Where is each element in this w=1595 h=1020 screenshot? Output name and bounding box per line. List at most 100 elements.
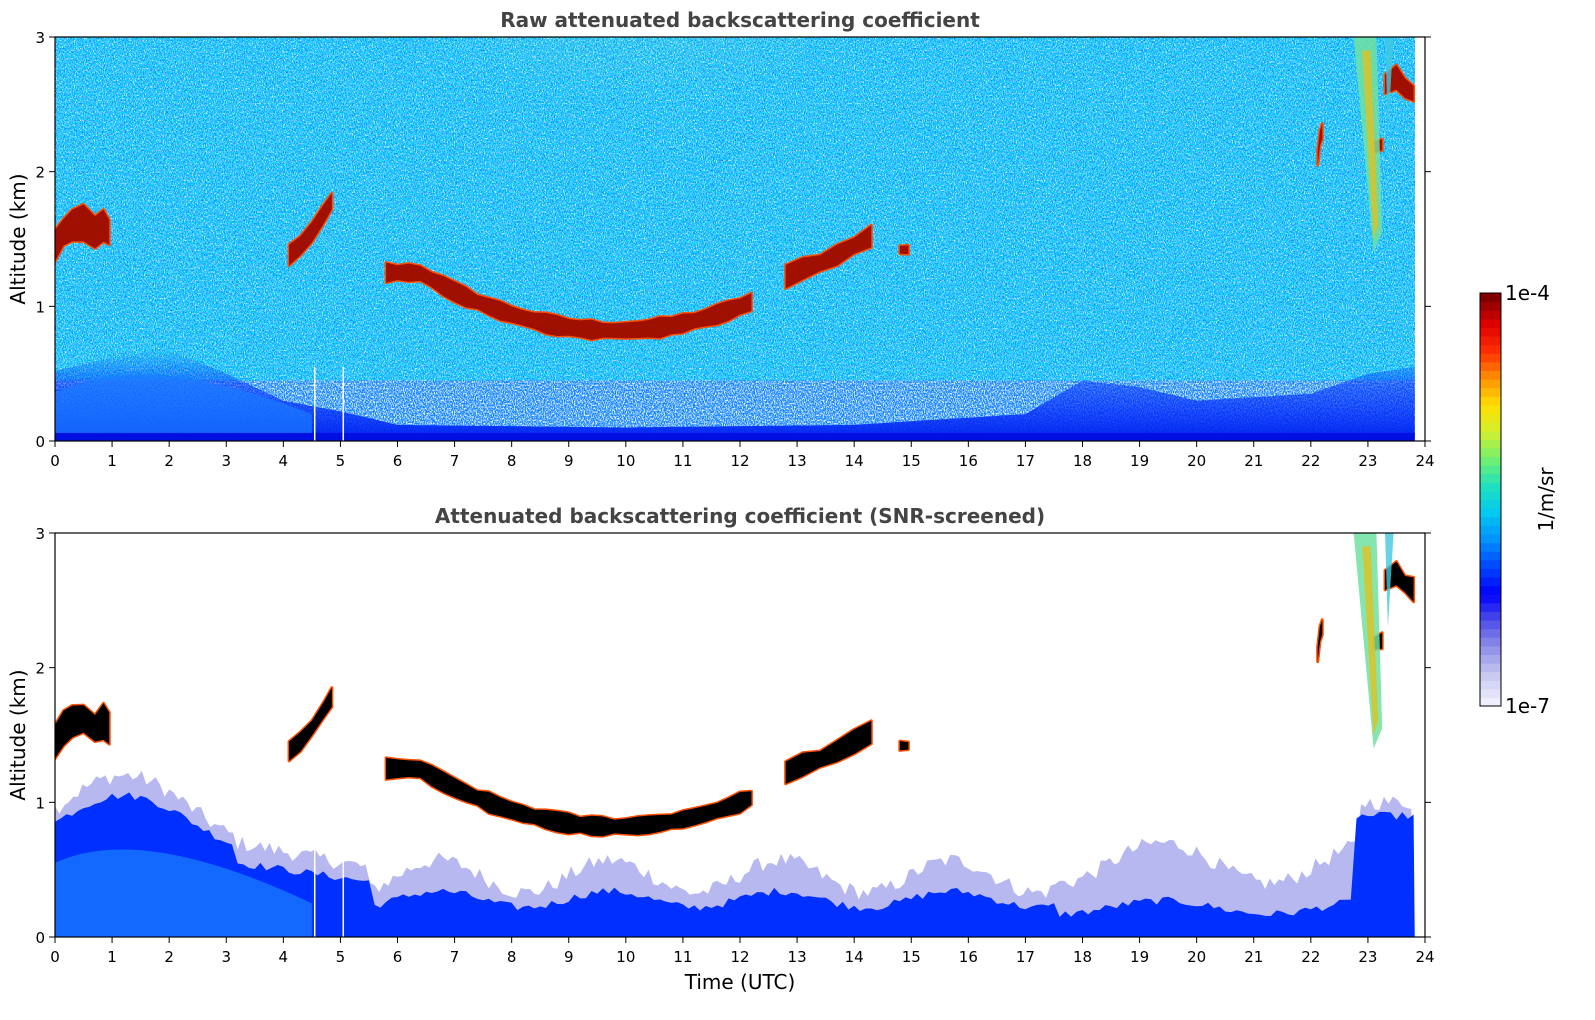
colorbar-step [1480,456,1501,466]
cloud-arch [384,756,753,838]
colorbar-step [1480,318,1501,329]
y-tick-label: 1 [35,298,45,316]
x-tick-label: 20 [1187,452,1206,470]
x-tick-label: 2 [164,452,174,470]
colorbar-step [1480,413,1501,423]
x-tick-label: 23 [1358,948,1377,966]
x-tick-label: 3 [221,948,231,966]
boundary-layer-core [55,849,312,937]
colorbar-step [1480,370,1501,380]
boundary-layer [55,349,1415,441]
colorbar-step [1480,499,1501,509]
colorbar-step [1480,654,1501,664]
x-tick-label: 17 [1016,452,1035,470]
colorbar-step [1480,447,1501,458]
x-tick-label: 22 [1301,948,1320,966]
colorbar-step [1480,559,1501,569]
cloud-late-small [1316,122,1324,167]
colorbar-max-label: 1e-4 [1505,281,1550,305]
colorbar-step [1480,379,1501,389]
colorbar-step [1480,525,1501,535]
colorbar: 1e-4 1e-7 1/m/sr [1479,281,1558,718]
x-axis-ticks-raw: 0 1 2 3 4 5 6 7 8 9 10 11 12 13 14 15 16 17 18 19 20 21 22 23 24 [50,441,1435,470]
precipitation-streak [1353,37,1394,253]
colorbar-step [1480,310,1501,320]
x-tick-label: 24 [1415,452,1434,470]
x-tick-label: 3 [221,452,231,470]
y-tick-label: 0 [35,929,45,947]
surface-band [55,432,1415,441]
colorbar-step [1480,508,1501,518]
x-tick-label: 12 [730,948,749,966]
x-tick-label: 2 [164,948,174,966]
precipitation-streak [1353,533,1394,749]
colorbar-step [1480,551,1501,561]
x-tick-label: 12 [730,452,749,470]
y-axis-ticks-screened: 0 1 2 3 [35,525,1431,947]
x-tick-label: 16 [959,452,978,470]
x-tick-label: 10 [616,452,635,470]
colorbar-step [1480,680,1501,690]
x-tick-label: 6 [393,452,403,470]
noise-yellow [397,37,855,340]
x-axis-label: Time (UTC) [684,970,796,994]
colorbar-step [1480,293,1501,303]
x-tick-label: 9 [564,452,574,470]
x-tick-label: 11 [673,948,692,966]
colorbar-step [1480,697,1501,707]
colorbar-label: 1/m/sr [1534,467,1558,532]
y-tick-label: 2 [35,660,45,678]
colorbar-step [1480,422,1501,432]
colorbar-step [1480,336,1501,346]
colorbar-step [1480,533,1501,544]
y-tick-label: 2 [35,164,45,182]
x-tick-label: 24 [1415,948,1434,966]
colorbar-step [1480,662,1501,673]
colorbar-frame [1479,292,1502,707]
cloud-small [898,739,910,752]
cloud-morning [287,191,334,268]
colorbar-step [1480,602,1501,612]
x-axis-ticks-screened: 0 1 2 3 4 5 6 7 8 9 10 11 12 13 14 15 16 17 18 19 20 21 22 23 24 [50,937,1435,966]
colorbar-step [1480,482,1501,492]
panel-title-screened: Attenuated backscattering coefficient (S… [435,504,1045,528]
x-tick-label: 22 [1301,452,1320,470]
x-tick-label: 21 [1244,452,1263,470]
colorbar-step [1480,619,1501,630]
cloud-small [898,243,910,256]
x-tick-label: 7 [450,452,460,470]
x-tick-label: 4 [279,452,289,470]
colorbar-step [1480,430,1501,440]
raw-backscatter-field [55,37,1416,441]
colorbar-step [1480,594,1501,604]
colorbar-step [1480,637,1501,647]
colorbar-step [1480,585,1501,595]
x-tick-label: 9 [564,948,574,966]
y-tick-label: 1 [35,794,45,812]
x-tick-label: 5 [336,948,346,966]
colorbar-step [1480,353,1501,363]
colorbar-step [1480,568,1501,578]
x-tick-label: 11 [673,452,692,470]
cloud-arch [384,261,753,342]
cloud-early [55,202,111,264]
colorbar-step [1480,404,1501,415]
x-tick-label: 8 [507,452,517,470]
x-tick-label: 0 [50,452,60,470]
colorbar-step [1480,645,1501,655]
y-tick-label: 0 [35,433,45,451]
x-tick-label: 6 [393,948,403,966]
x-tick-label: 23 [1358,452,1377,470]
colorbar-step [1480,387,1501,397]
boundary-layer-core [55,374,312,441]
panel-title-raw: Raw attenuated backscattering coefficien… [500,8,980,32]
x-tick-label: 13 [788,948,807,966]
colorbar-min-label: 1e-7 [1505,694,1550,718]
colorbar-step [1480,516,1501,526]
x-tick-label: 1 [107,948,117,966]
x-tick-label: 8 [507,948,517,966]
x-tick-label: 4 [279,948,289,966]
y-tick-label: 3 [35,29,45,47]
x-tick-label: 21 [1244,948,1263,966]
